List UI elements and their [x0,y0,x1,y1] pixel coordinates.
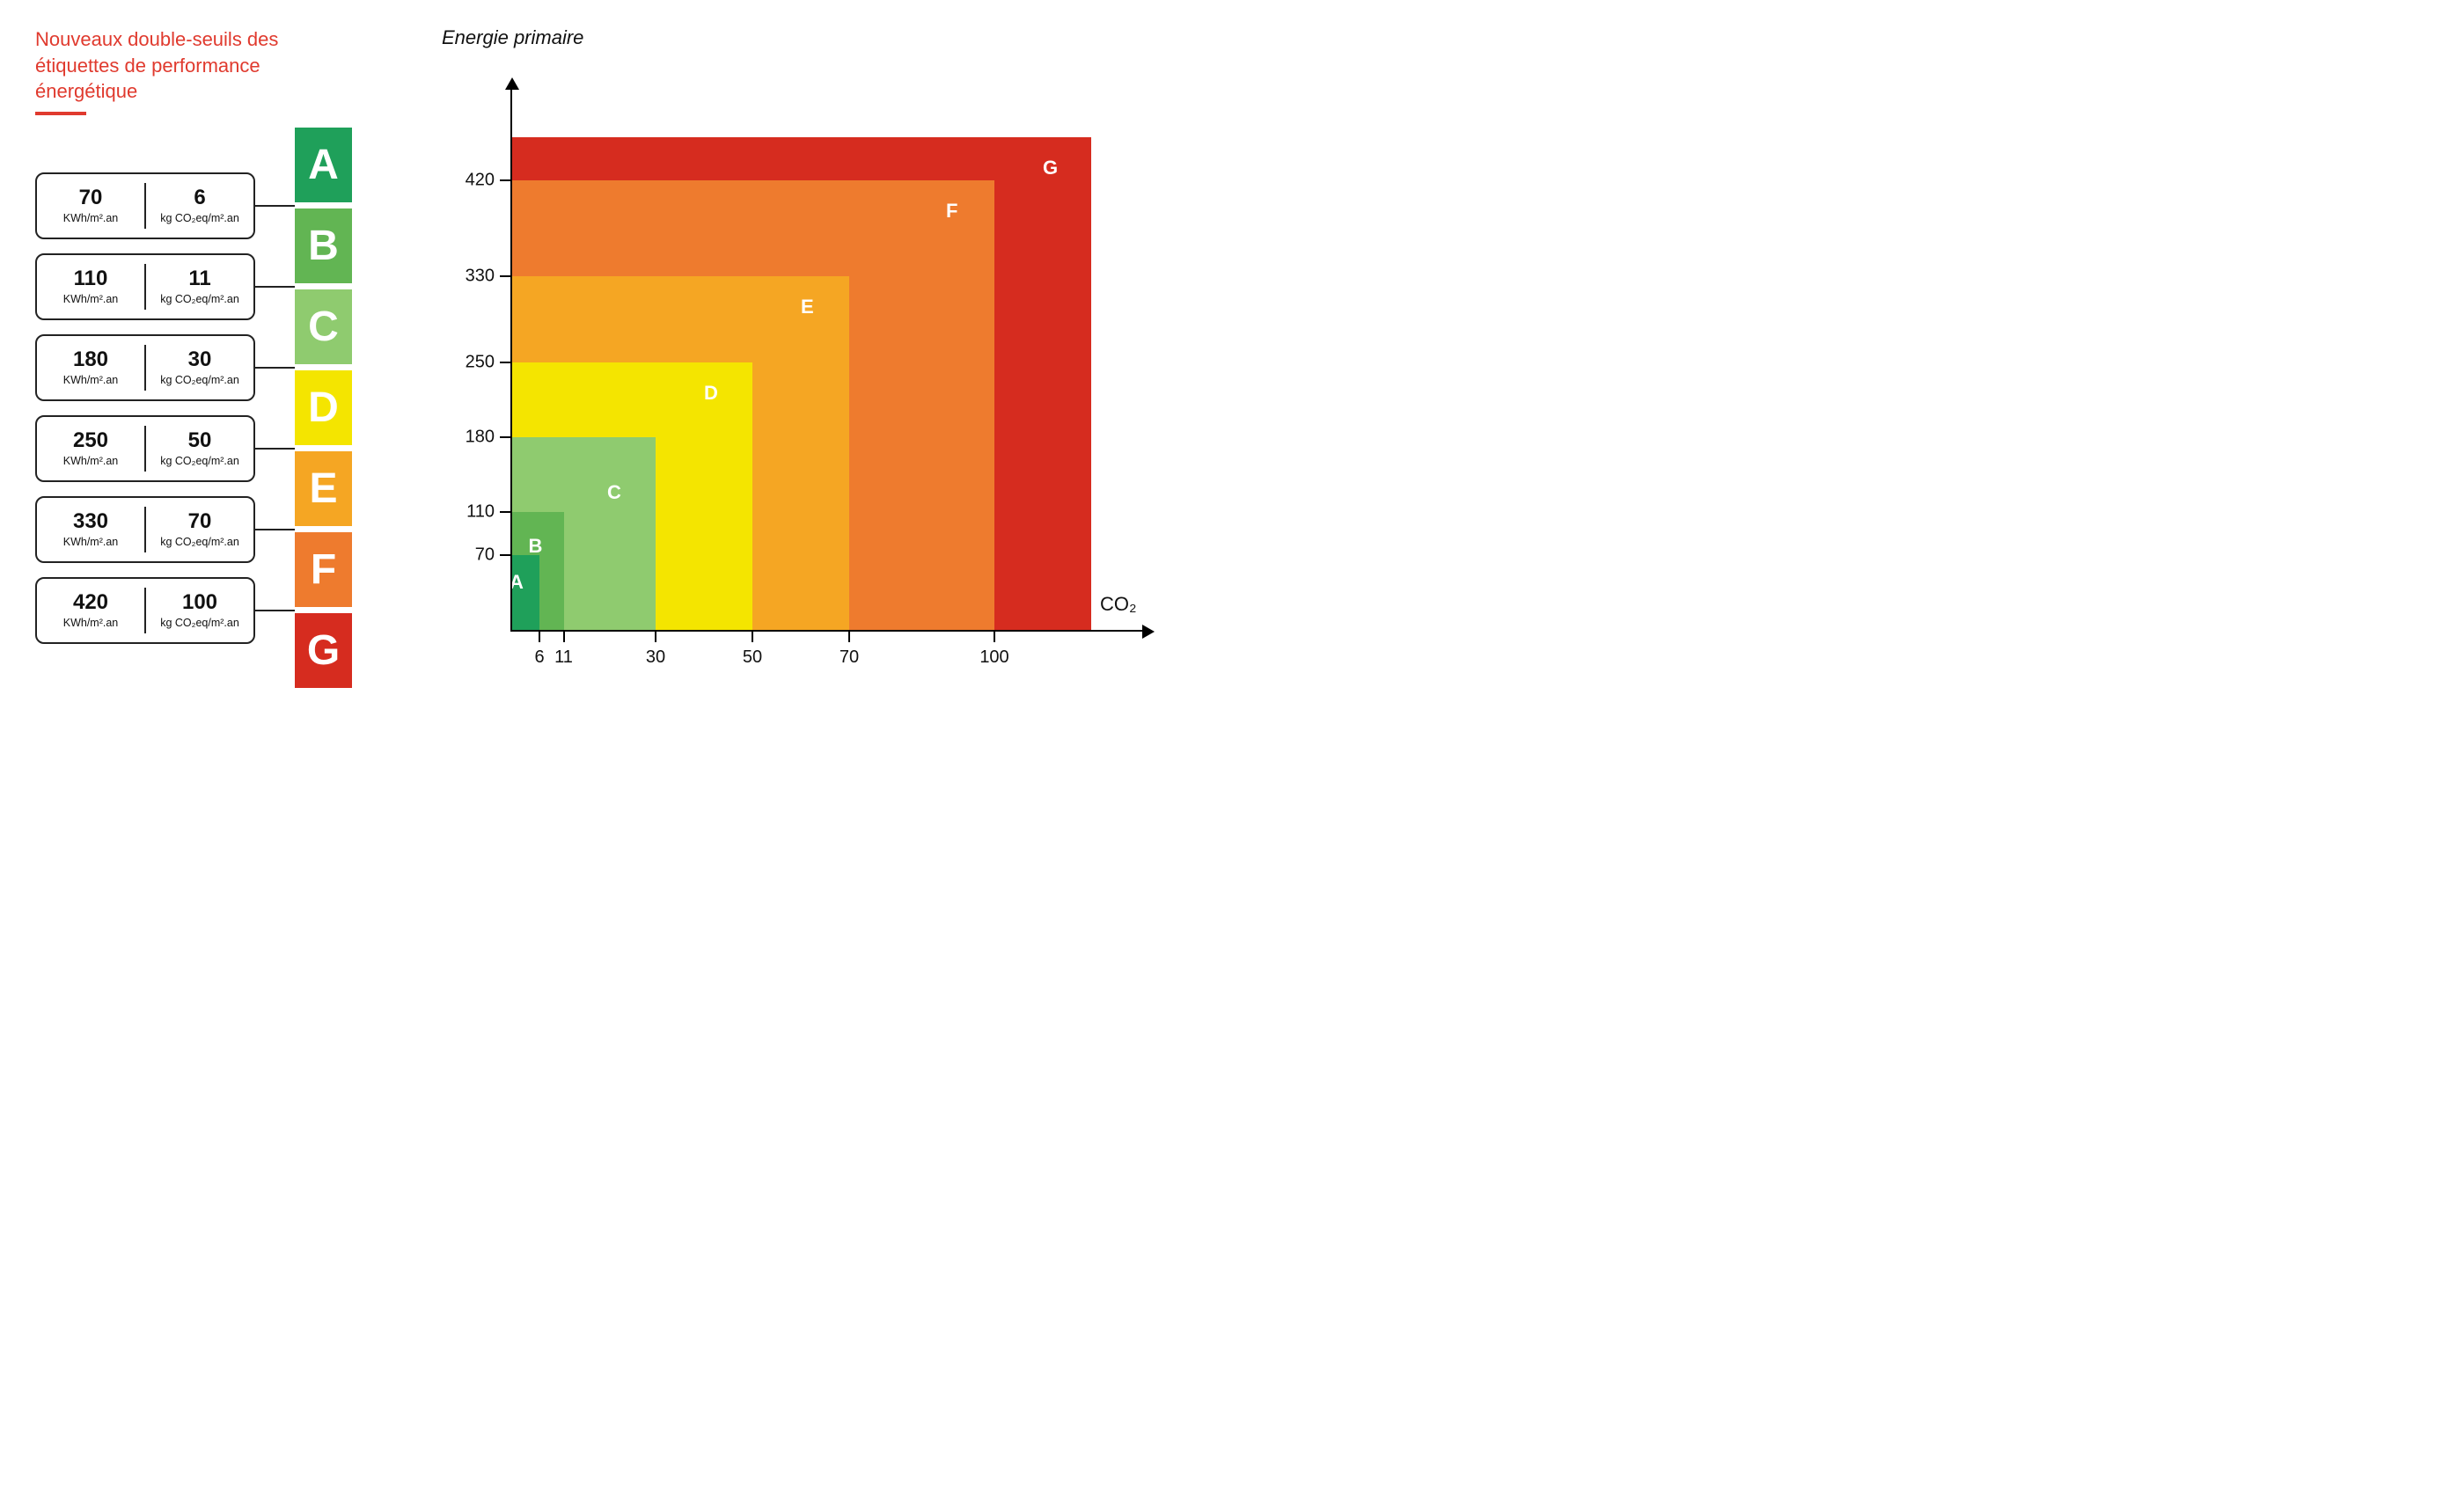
region-label-b: B [529,535,543,558]
threshold-connector [255,448,295,450]
region-label-e: E [801,296,814,318]
class-badge-e: E [295,451,352,526]
threshold-connector [255,205,295,207]
y-axis [510,84,512,630]
threshold-energy-value: 330 [37,511,144,532]
region-label-d: D [704,382,718,405]
region-label-f: F [946,200,957,223]
y-axis-arrow-icon [505,77,519,90]
threshold-co2-value: 100 [146,592,253,613]
threshold-co2-unit: kg CO₂eq/m².an [146,617,253,629]
x-tick-label: 11 [554,647,573,668]
threshold-co2-unit: kg CO₂eq/m².an [146,455,253,467]
threshold-energy-value: 70 [37,187,144,208]
threshold-energy-value: 250 [37,430,144,451]
threshold-energy-unit: KWh/m².an [37,617,144,629]
class-badge-b: B [295,208,352,283]
threshold-connector [255,367,295,369]
y-tick [500,511,512,513]
threshold-box-c-d: 180 KWh/m².an30 kg CO₂eq/m².an [35,334,255,401]
x-axis [510,630,1144,632]
x-tick [655,630,656,642]
class-badge-letter: A [308,141,339,189]
threshold-box-d-e: 250 KWh/m².an50 kg CO₂eq/m².an [35,415,255,482]
x-axis-label: CO₂ [1100,593,1137,616]
class-badge-a: A [295,128,352,202]
threshold-energy-value: 180 [37,349,144,370]
threshold-co2-value: 11 [146,268,253,289]
y-tick [500,554,512,556]
x-tick-label: 30 [646,647,665,668]
threshold-co2-unit: kg CO₂eq/m².an [146,374,253,386]
y-tick-label: 250 [431,352,495,372]
class-badge-c: C [295,289,352,364]
class-badge-d: D [295,370,352,445]
class-badge-letter: C [308,303,339,351]
y-tick-label: 420 [431,170,495,190]
threshold-connector [255,529,295,530]
class-badge-letter: E [309,464,337,513]
threshold-connector [255,610,295,611]
y-tick-label: 110 [431,502,495,523]
x-tick-label: 50 [743,647,762,668]
y-tick [500,436,512,438]
chart-title: Energie primaire [442,26,1153,49]
title-underline [35,112,86,115]
threshold-box-e-f: 330 KWh/m².an70 kg CO₂eq/m².an [35,496,255,563]
threshold-co2-value: 50 [146,430,253,451]
y-tick-label: 330 [431,267,495,287]
x-tick [539,630,540,642]
threshold-energy-value: 110 [37,268,144,289]
threshold-co2-value: 30 [146,349,253,370]
threshold-co2-unit: kg CO₂eq/m².an [146,212,253,224]
threshold-energy-unit: KWh/m².an [37,374,144,386]
threshold-energy-unit: KWh/m².an [37,455,144,467]
region-label-c: C [607,481,621,504]
threshold-energy-unit: KWh/m².an [37,293,144,305]
x-tick [848,630,850,642]
class-badge-letter: F [311,545,336,594]
y-tick-label: 70 [431,545,495,565]
threshold-co2-unit: kg CO₂eq/m².an [146,536,253,548]
threshold-energy-unit: KWh/m².an [37,536,144,548]
x-tick [994,630,995,642]
y-tick-label: 180 [431,427,495,447]
y-tick [500,275,512,277]
threshold-co2-unit: kg CO₂eq/m².an [146,293,253,305]
x-tick-label: 6 [534,647,544,668]
region-label-g: G [1043,157,1058,179]
x-tick-label: 70 [840,647,859,668]
threshold-box-b-c: 110 KWh/m².an11 kg CO₂eq/m².an [35,253,255,320]
class-badge-letter: G [307,626,340,675]
page-title: Nouveaux double-seuils des étiquettes de… [35,26,352,105]
class-badge-letter: B [308,222,339,270]
threshold-energy-unit: KWh/m².an [37,212,144,224]
threshold-connector [255,286,295,288]
threshold-chart: GFEDCBA70110180250330420611305070100CO₂ [431,58,1153,656]
threshold-box-a-b: 70 KWh/m².an6 kg CO₂eq/m².an [35,172,255,239]
class-ladder: ABCDEFG70KWh/m².an6kg CO₂eq/m².an110KWh/… [35,128,352,691]
y-tick [500,179,512,181]
class-badge-f: F [295,532,352,607]
threshold-co2-value: 6 [146,187,253,208]
x-tick-label: 100 [979,647,1008,668]
threshold-box-f-g: 420 KWh/m².an100 kg CO₂eq/m².an [35,577,255,644]
threshold-co2-value: 70 [146,511,253,532]
threshold-energy-value: 420 [37,592,144,613]
x-axis-arrow-icon [1142,625,1155,639]
y-tick [500,362,512,363]
class-badge-g: G [295,613,352,688]
x-tick [563,630,565,642]
x-tick [752,630,753,642]
class-badge-letter: D [308,384,339,432]
